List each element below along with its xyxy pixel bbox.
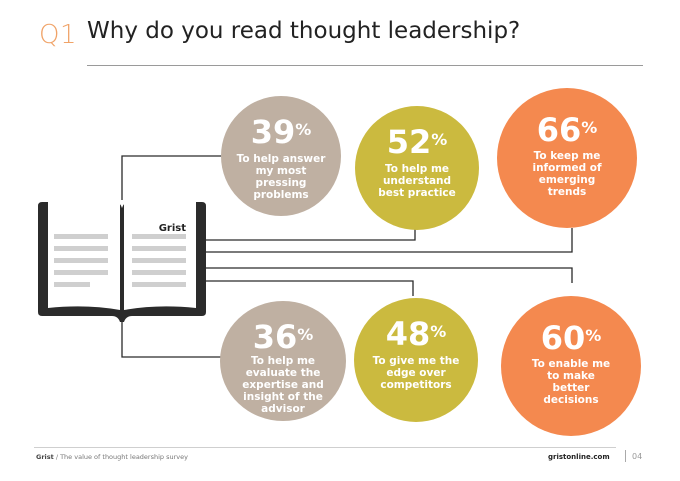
footer-url[interactable]: gristonline.com [548, 453, 610, 461]
bubble-label: To help me understand best practice [378, 163, 456, 199]
bubble-label: To give me the edge over competitors [372, 355, 460, 391]
book-brand-label: Grist [159, 223, 187, 234]
bubble-52: 52% To help me understand best practice [355, 106, 479, 230]
bubble-label: To keep me informed of emerging trends [532, 150, 602, 198]
footer-caption: Grist / The value of thought leadership … [36, 453, 188, 461]
connector-52 [205, 226, 416, 241]
bubble-value: 66% [536, 111, 598, 149]
connector-60 [205, 267, 573, 283]
question-title: Why do you read thought leadership? [87, 18, 521, 44]
connector-36 [121, 318, 222, 358]
bubble-label: To enable me to make better decisions [531, 358, 611, 406]
question-number: Q1 [39, 20, 78, 50]
title-divider [87, 65, 643, 66]
connector-39 [121, 155, 222, 200]
bubble-39: 39% To help answer my most pressing prob… [221, 96, 341, 216]
bubble-label: To help answer my most pressing problems [236, 153, 326, 201]
footer-separator [625, 450, 626, 462]
bubble-value: 39% [250, 113, 312, 151]
open-book-icon: Grist [38, 196, 206, 322]
bubble-66: 66% To keep me informed of emerging tren… [497, 88, 637, 228]
bubble-value: 36% [252, 318, 314, 356]
bubble-value: 60% [540, 319, 602, 357]
connector-66 [205, 228, 573, 253]
connector-48 [205, 280, 414, 296]
footer-brand: Grist [36, 453, 54, 461]
bubble-value: 52% [386, 123, 448, 161]
footer-divider [34, 447, 616, 448]
bubble-60: 60% To enable me to make better decision… [501, 296, 641, 436]
bubble-36: 36% To help me evaluate the expertise an… [220, 301, 346, 421]
footer-subtitle: / The value of thought leadership survey [55, 453, 188, 461]
bubble-value: 48% [385, 315, 447, 353]
bubble-label: To help me evaluate the expertise and in… [242, 355, 324, 415]
bubble-48: 48% To give me the edge over competitors [354, 298, 478, 422]
page-number: 04 [632, 452, 643, 461]
